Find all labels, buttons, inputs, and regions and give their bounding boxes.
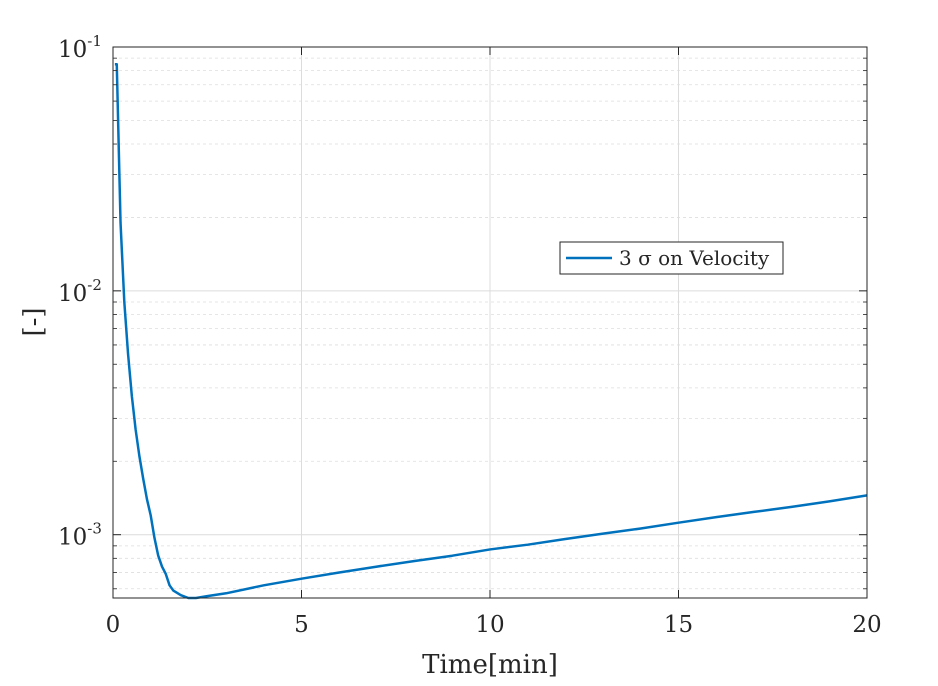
y-tick-label-base: 10 bbox=[58, 37, 87, 63]
x-tick-labels: 0 5 10 15 20 bbox=[106, 612, 882, 638]
y-axis-label: [-] bbox=[19, 307, 49, 336]
y-tick-label: 10-3 bbox=[58, 520, 102, 551]
x-tick-label: 20 bbox=[852, 612, 881, 638]
y-tick-label: 10-2 bbox=[58, 276, 102, 307]
x-axis-label: Time[min] bbox=[422, 650, 558, 680]
x-tick-label: 0 bbox=[106, 612, 121, 638]
x-tick-label: 5 bbox=[294, 612, 309, 638]
legend-entry-label: 3 σ on Velocity bbox=[619, 246, 770, 270]
y-tick-label-base: 10 bbox=[58, 281, 87, 307]
x-tick-label: 15 bbox=[664, 612, 693, 638]
y-tick-label-exponent: -2 bbox=[87, 276, 102, 294]
y-tick-labels: 10-310-210-1 bbox=[58, 32, 102, 551]
y-tick-label-exponent: -3 bbox=[87, 520, 102, 538]
y-tick-label: 10-1 bbox=[58, 32, 102, 63]
tick-marks bbox=[112, 46, 868, 598]
legend: 3 σ on Velocity bbox=[559, 241, 784, 275]
y-tick-label-exponent: -1 bbox=[87, 32, 102, 50]
x-tick-label: 10 bbox=[475, 612, 504, 638]
y-tick-label-base: 10 bbox=[58, 525, 87, 551]
